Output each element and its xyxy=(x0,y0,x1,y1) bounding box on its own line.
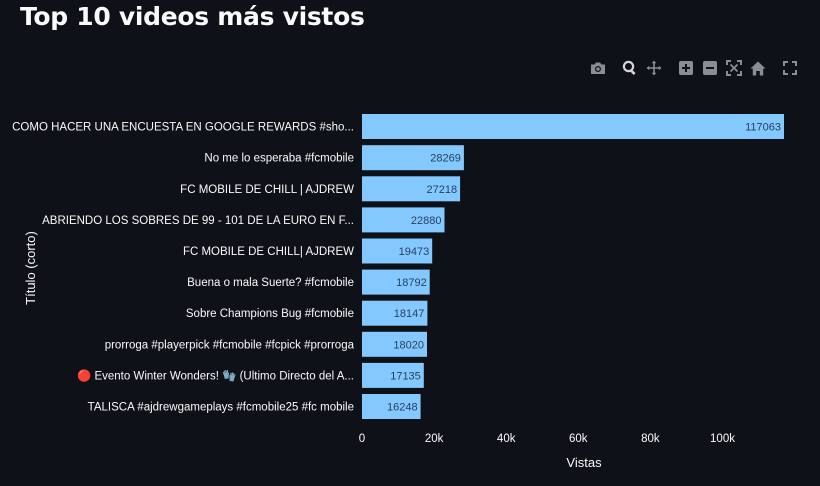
bar xyxy=(362,114,784,139)
bar xyxy=(362,394,421,419)
zoom-icon[interactable] xyxy=(618,58,642,78)
y-tick-label: FC MOBILE DE CHILL | AJDREW xyxy=(180,184,354,196)
x-tick-label: 0 xyxy=(359,433,365,445)
bar xyxy=(362,176,461,202)
data-label: 18147 xyxy=(394,308,425,320)
data-label: 18792 xyxy=(396,277,427,289)
data-label: 16248 xyxy=(387,402,418,414)
x-tick-label: 60k xyxy=(569,433,588,445)
y-axis-title: Título (corto) xyxy=(23,231,38,305)
bars-layer: COMO HACER UNA ENCUESTA EN GOOGLE REWARD… xyxy=(12,114,784,419)
x-tick-label: 100k xyxy=(710,433,735,445)
data-label: 28269 xyxy=(430,153,461,165)
camera-icon[interactable] xyxy=(586,58,610,78)
bar xyxy=(362,331,427,357)
bar xyxy=(362,300,428,326)
bar xyxy=(362,238,433,264)
y-tick-label: Sobre Champions Bug #fcmobile xyxy=(186,308,354,320)
bar xyxy=(362,207,445,233)
x-axis-ticks: 0 20k 40k 60k 80k 100k xyxy=(359,433,735,445)
bar xyxy=(362,145,464,171)
x-tick-label: 20k xyxy=(425,433,444,445)
x-axis-title: Vistas xyxy=(566,455,602,470)
zoom-in-icon[interactable] xyxy=(674,58,698,78)
y-tick-label: prorroga #playerpick #fcmobile #fcpick #… xyxy=(105,339,355,351)
bar xyxy=(362,362,424,388)
y-tick-label: ABRIENDO LOS SOBRES DE 99 - 101 DE LA EU… xyxy=(42,215,354,227)
data-label: 117063 xyxy=(745,122,781,134)
y-tick-label: FC MOBILE DE CHILL| AJDREW xyxy=(183,246,354,258)
page-title: Top 10 videos más vistos xyxy=(20,2,365,31)
zoom-out-icon[interactable] xyxy=(698,58,722,78)
y-tick-label: No me lo esperaba #fcmobile xyxy=(204,153,354,165)
x-tick-label: 80k xyxy=(641,433,660,445)
data-label: 19473 xyxy=(399,246,430,258)
autoscale-icon[interactable] xyxy=(722,58,746,78)
y-tick-label: Buena o mala Suerte? #fcmobile xyxy=(187,277,354,289)
data-label: 27218 xyxy=(427,184,458,196)
pan-icon[interactable] xyxy=(642,58,666,78)
x-tick-label: 40k xyxy=(497,433,516,445)
bar xyxy=(362,269,430,295)
fullscreen-icon[interactable] xyxy=(778,58,802,78)
chart-modebar xyxy=(586,58,802,78)
data-label: 17135 xyxy=(390,370,421,382)
data-label: 18020 xyxy=(393,339,424,351)
data-label: 22880 xyxy=(411,215,442,227)
y-tick-label: TALISCA #ajdrewgameplays #fcmobile25 #fc… xyxy=(88,402,354,414)
reset-axes-icon[interactable] xyxy=(746,58,770,78)
y-tick-label: COMO HACER UNA ENCUESTA EN GOOGLE REWARD… xyxy=(12,122,354,134)
y-tick-label: 🔴 Evento Winter Wonders! 🧤 (Ultimo Direc… xyxy=(77,368,354,382)
